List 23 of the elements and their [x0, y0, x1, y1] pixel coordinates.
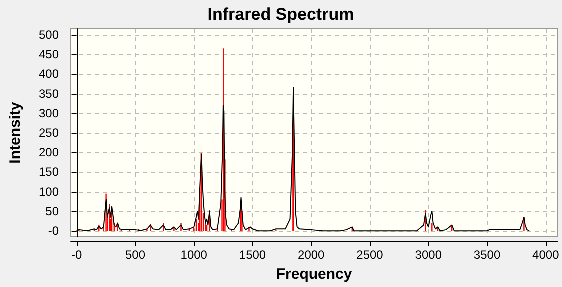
- y-tick-label: 300: [38, 106, 60, 120]
- x-tick-label: 1000: [180, 248, 208, 262]
- x-tick-label: 3000: [415, 248, 442, 262]
- chart-title: Infrared Spectrum: [208, 5, 354, 24]
- x-tick-label: 4000: [532, 248, 560, 262]
- x-axis-title: Frequency: [276, 266, 353, 283]
- y-tick-label: 50: [46, 204, 60, 218]
- x-tick-label: -0: [72, 248, 83, 262]
- y-tick-label: 450: [38, 48, 60, 62]
- y-tick-label: 150: [38, 165, 60, 180]
- y-tick-label: 350: [38, 86, 60, 101]
- y-tick-label: -0: [48, 224, 60, 238]
- y-tick-label: 400: [38, 67, 60, 82]
- y-tick-label: 200: [38, 146, 60, 160]
- x-tick-label: 2500: [356, 248, 384, 262]
- y-tick-label: 250: [38, 126, 60, 140]
- x-tick-label: 3500: [474, 248, 501, 262]
- x-tick-label: 500: [125, 248, 146, 262]
- x-tick-label: 1500: [239, 248, 266, 262]
- y-tick-label: 500: [38, 28, 60, 42]
- y-axis-title: Intensity: [7, 102, 24, 164]
- y-tick-label: 100: [38, 184, 60, 199]
- x-tick-label: 2000: [298, 248, 326, 262]
